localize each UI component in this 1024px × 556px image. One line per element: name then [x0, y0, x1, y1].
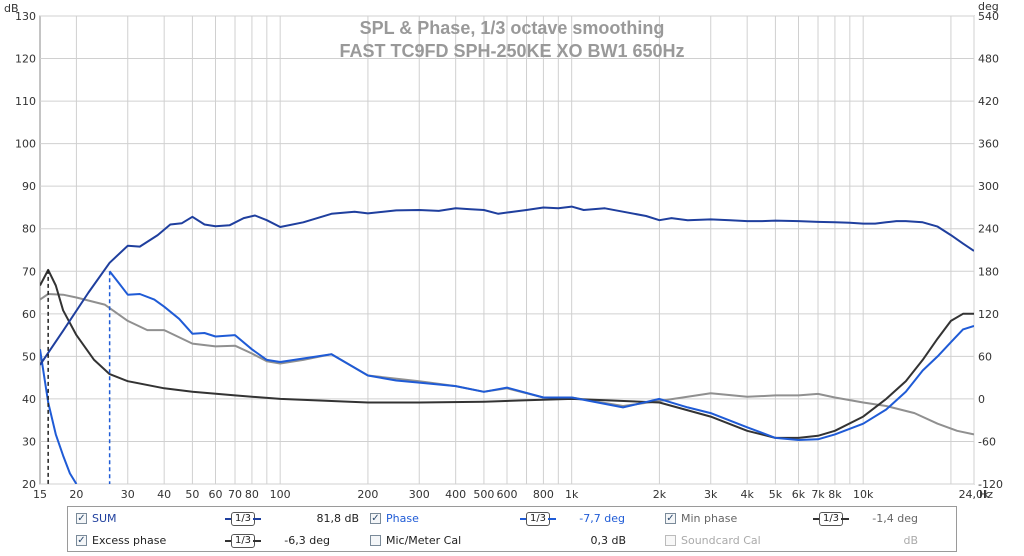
sum-label: SUM [92, 512, 117, 525]
x-tick-label: 100 [270, 488, 291, 501]
right-axis-unit: deg [978, 0, 999, 13]
y2-tick-label: 300 [978, 180, 999, 193]
phase-checkbox[interactable]: ✓ [370, 513, 381, 524]
x-tick-label: 10k [853, 488, 874, 501]
x-tick-label: 400 [445, 488, 466, 501]
excess-phase-value-text: -6,3 deg [284, 534, 330, 547]
min-phase-smoothing-button[interactable]: 1/3 [819, 512, 843, 526]
min-phase-line [40, 268, 974, 439]
y2-tick-label: -120 [978, 478, 1003, 491]
mic-cal-value-text: 0,3 dB [590, 534, 626, 547]
min-phase-line-swatch-left [813, 518, 821, 520]
y-tick-label: 50 [22, 350, 36, 363]
min-phase-value-text: -1,4 deg [872, 512, 918, 525]
phase-line [108, 270, 974, 441]
y2-tick-label: 480 [978, 53, 999, 66]
x-tick-label: 200 [357, 488, 378, 501]
phase-smoothing-button[interactable]: 1/3 [526, 512, 550, 526]
x-tick-label: 6k [792, 488, 806, 501]
chart-title: SPL & Phase, 1/3 octave smoothing [360, 18, 665, 38]
sum-line-swatch-left [225, 518, 233, 520]
sum-line [40, 205, 974, 366]
y2-tick-label: 0 [978, 393, 985, 406]
soundcard-cal-value-text: dB [903, 534, 918, 547]
x-axis-unit: Hz [979, 488, 993, 501]
y2-tick-label: 420 [978, 95, 999, 108]
y-tick-label: 40 [22, 393, 36, 406]
chart-subtitle: FAST TC9FD SPH-250KE XO BW1 650Hz [339, 41, 684, 61]
excess-phase-checkbox[interactable]: ✓ [76, 535, 87, 546]
y-tick-label: 120 [15, 53, 36, 66]
x-tick-label: 20 [69, 488, 83, 501]
phase-line [40, 349, 78, 484]
y2-tick-label: 240 [978, 223, 999, 236]
x-tick-label: 3k [704, 488, 718, 501]
x-tick-label: 1k [565, 488, 579, 501]
excess-phase-label: Excess phase [92, 534, 167, 547]
x-tick-label: 500 [473, 488, 494, 501]
x-tick-label: 5k [769, 488, 783, 501]
excess-phase-line-swatch-left [225, 540, 233, 542]
sum-line-swatch-right [253, 518, 261, 520]
y-tick-label: 20 [22, 478, 36, 491]
right-axis-ticks: -120 -60 0 60 120 180 240 300 360 420 480 540 [978, 10, 1003, 491]
y2-tick-label: 60 [978, 350, 992, 363]
x-tick-label: 70 [228, 488, 242, 501]
y-tick-label: 60 [22, 308, 36, 321]
min-phase-checkbox[interactable]: ✓ [665, 513, 676, 524]
cursor-lines [47, 269, 111, 484]
soundcard-cal-label: Soundcard Cal [681, 534, 761, 547]
x-tick-label: 600 [497, 488, 518, 501]
x-tick-label: 40 [157, 488, 171, 501]
x-tick-label: 7k [811, 488, 825, 501]
y-tick-label: 100 [15, 138, 36, 151]
y-tick-label: 80 [22, 223, 36, 236]
x-tick-label: 50 [185, 488, 199, 501]
min-phase-line-swatch-right [841, 518, 849, 520]
y-tick-label: 130 [15, 10, 36, 23]
x-tick-label: 8k [828, 488, 842, 501]
left-axis-ticks: 20 30 40 50 60 70 80 90 100 110 120 130 [15, 10, 36, 491]
x-tick-label: 24,0k [959, 488, 990, 501]
phase-value-text: -7,7 deg [579, 512, 625, 525]
phase-label: Phase [386, 512, 419, 525]
phase-line-swatch-right [548, 518, 556, 520]
left-axis-unit: dB [4, 2, 19, 15]
y-tick-label: 110 [15, 95, 36, 108]
sum-value-text: 81,8 dB [316, 512, 359, 525]
y-tick-label: 90 [22, 180, 36, 193]
series-group [40, 205, 974, 484]
grid [40, 15, 975, 485]
x-tick-label: 60 [209, 488, 223, 501]
y2-tick-label: -60 [978, 435, 996, 448]
mic-cal-label: Mic/Meter Cal [386, 534, 462, 547]
mic-cal-checkbox[interactable] [370, 535, 381, 546]
x-tick-label: 80 [245, 488, 259, 501]
x-axis-ticks: 15 20 30 40 50 60 70 80 100 200 300 400 500 600 800 1k 2… [33, 488, 990, 501]
x-tick-label: 2k [653, 488, 667, 501]
y2-tick-label: 540 [978, 10, 999, 23]
x-tick-label: 30 [121, 488, 135, 501]
y2-tick-label: 180 [978, 265, 999, 278]
soundcard-cal-checkbox[interactable] [665, 535, 676, 546]
x-tick-label: 4k [740, 488, 754, 501]
x-tick-label: 800 [533, 488, 554, 501]
sum-checkbox[interactable]: ✓ [76, 513, 87, 524]
y-tick-label: 30 [22, 435, 36, 448]
phase-line-swatch-left [520, 518, 528, 520]
min-phase-label: Min phase [681, 512, 738, 525]
y-tick-label: 70 [22, 265, 36, 278]
legend-panel: ✓ SUM 1/3 81,8 dB ✓ Phase 1/3 -7,7 deg ✓… [67, 506, 957, 552]
excess-phase-line-swatch-right [253, 540, 261, 542]
x-tick-label: 15 [33, 488, 47, 501]
x-tick-label: 300 [409, 488, 430, 501]
y2-tick-label: 120 [978, 308, 999, 321]
sum-smoothing-button[interactable]: 1/3 [231, 512, 255, 526]
y2-tick-label: 360 [978, 138, 999, 151]
